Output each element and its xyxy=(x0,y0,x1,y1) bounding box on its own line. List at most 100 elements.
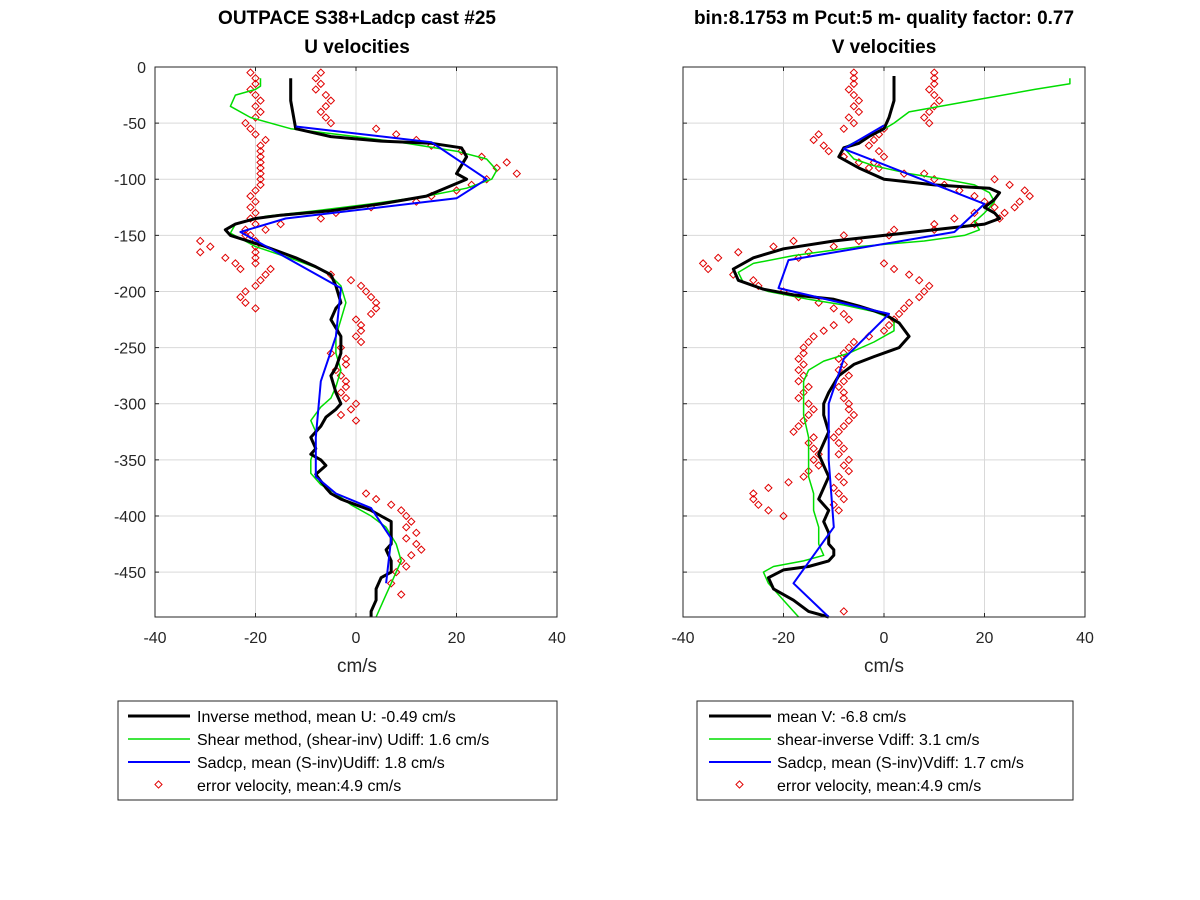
error-velocity-point xyxy=(246,191,255,201)
error-velocity-point xyxy=(789,236,798,246)
error-velocity-point xyxy=(1010,203,1019,212)
x-tick-label: 20 xyxy=(976,630,994,647)
error-velocity-point xyxy=(512,169,522,178)
error-velocity-point xyxy=(261,135,270,145)
error-velocity-point xyxy=(371,494,381,504)
error-velocity-point xyxy=(839,607,849,616)
v-velocity-plot: -40 -20 0 20 40 xyxy=(671,66,1094,647)
legend-errorv-marker xyxy=(735,780,744,789)
error-velocity-point xyxy=(809,405,818,414)
error-velocity-point xyxy=(804,399,813,408)
y-tick-label: -450 xyxy=(114,565,146,582)
error-velocity-point xyxy=(402,534,411,543)
error-velocity-point xyxy=(834,450,844,459)
series-line-2 xyxy=(777,124,986,618)
error-velocity-point xyxy=(251,304,260,313)
left-xlabel: cm/s xyxy=(337,656,377,677)
error-velocity-point xyxy=(256,169,265,178)
error-velocity-point xyxy=(1005,180,1014,190)
error-velocity-point xyxy=(1020,186,1029,195)
left-title-line1: OUTPACE S38+Ladcp cast #25 xyxy=(218,8,496,29)
error-velocity-point xyxy=(341,393,351,403)
error-velocity-point xyxy=(361,489,371,498)
error-velocity-point xyxy=(698,259,708,268)
error-velocity-point xyxy=(924,118,934,128)
error-velocity-point xyxy=(256,180,265,190)
error-velocity-point xyxy=(316,214,326,223)
error-velocity-point xyxy=(256,152,265,162)
error-velocity-point xyxy=(1000,208,1009,218)
error-velocity-point xyxy=(844,85,854,94)
error-velocity-point xyxy=(844,466,854,476)
series-line-0 xyxy=(223,78,469,617)
error-velocity-point xyxy=(924,281,934,291)
error-velocity-point xyxy=(854,107,864,117)
error-velocity-point xyxy=(346,276,356,285)
error-velocity-point xyxy=(195,247,205,257)
y-tick-label: 0 xyxy=(137,60,146,77)
error-velocity-point xyxy=(221,253,230,263)
error-velocity-point xyxy=(799,360,808,369)
left-legend: Inverse method, mean U: -0.49 cm/s Shear… xyxy=(117,700,558,801)
error-velocity-point xyxy=(919,287,929,296)
error-velocity-point xyxy=(206,242,215,251)
error-velocity-point xyxy=(804,337,813,347)
error-velocity-point xyxy=(799,472,808,481)
error-velocity-point xyxy=(366,309,376,319)
error-velocity-point xyxy=(502,158,511,167)
y-tick-label: -400 xyxy=(114,509,146,526)
error-velocity-point xyxy=(351,315,361,324)
error-velocity-point xyxy=(316,68,326,77)
error-velocity-point xyxy=(849,73,859,83)
error-velocity-point xyxy=(889,264,899,274)
error-velocity-point xyxy=(351,399,361,408)
error-velocity-point xyxy=(794,365,803,375)
legend-meanv-label: mean V: -6.8 cm/s xyxy=(777,709,906,726)
error-velocity-point xyxy=(990,175,999,184)
error-velocity-point xyxy=(407,517,416,526)
error-velocity-point xyxy=(924,107,934,117)
error-velocity-point xyxy=(236,264,245,274)
error-velocity-point xyxy=(784,478,793,487)
error-velocity-point xyxy=(894,309,904,319)
error-velocity-point xyxy=(849,410,859,420)
error-velocity-point xyxy=(849,90,859,100)
error-velocity-point xyxy=(794,377,803,386)
error-velocity-point xyxy=(829,433,838,442)
error-velocity-point xyxy=(241,298,250,307)
error-velocity-point xyxy=(930,79,939,89)
x-tick-label: 20 xyxy=(448,630,466,647)
error-velocity-point xyxy=(246,203,255,212)
x-tick-label: -20 xyxy=(244,630,267,647)
error-velocity-point xyxy=(371,304,381,313)
error-velocity-point xyxy=(834,489,844,498)
right-xlabel: cm/s xyxy=(864,656,904,677)
error-velocity-point xyxy=(256,96,265,105)
error-velocity-point xyxy=(844,371,854,380)
error-velocity-point xyxy=(341,377,351,386)
error-velocity-point xyxy=(391,130,401,139)
error-velocity-point xyxy=(874,146,884,156)
error-velocity-point xyxy=(754,500,763,509)
legend-inverse-label: Inverse method, mean U: -0.49 cm/s xyxy=(197,709,456,726)
right-title-line2: V velocities xyxy=(832,37,937,58)
error-velocity-point xyxy=(236,292,245,302)
error-velocity-point xyxy=(346,405,356,414)
error-velocity-point xyxy=(844,113,854,122)
error-velocity-point xyxy=(834,382,844,392)
error-velocity-point xyxy=(864,141,874,150)
error-velocity-point xyxy=(809,433,818,442)
error-velocity-point xyxy=(256,175,265,184)
y-tick-label: -150 xyxy=(114,228,146,245)
error-velocity-point xyxy=(311,73,321,83)
error-velocity-point xyxy=(849,68,859,77)
error-velocity-point xyxy=(804,382,813,392)
error-velocity-point xyxy=(970,191,979,201)
error-velocity-point xyxy=(261,270,270,279)
legend-sadcp-label: Sadcp, mean (S-inv)Udiff: 1.8 cm/s xyxy=(197,755,445,772)
y-tick-label: -200 xyxy=(114,284,146,301)
error-velocity-point xyxy=(764,506,773,515)
error-velocity-point xyxy=(844,399,854,408)
error-velocity-point xyxy=(396,506,406,515)
